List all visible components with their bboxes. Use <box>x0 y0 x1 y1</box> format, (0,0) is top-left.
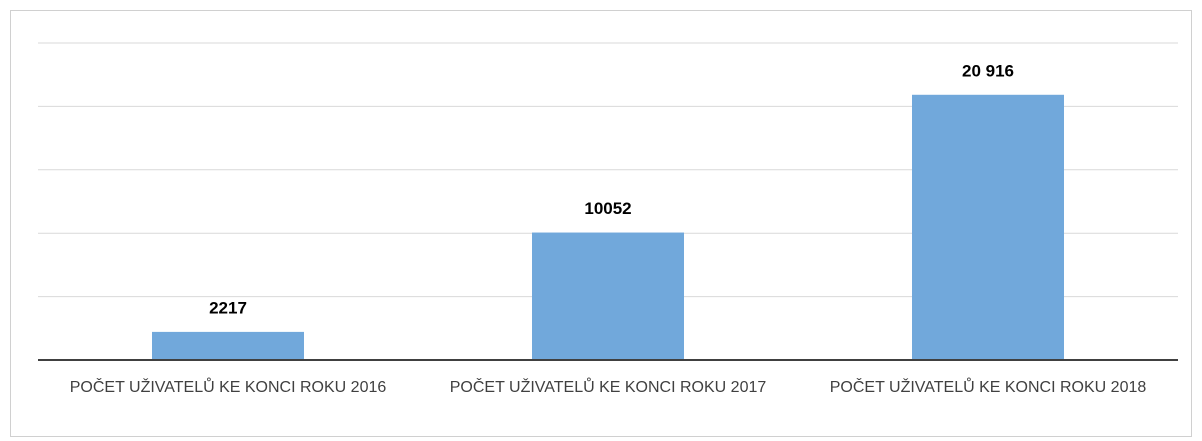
bar <box>152 331 304 360</box>
bar <box>912 94 1064 360</box>
bar <box>532 232 684 360</box>
x-tick-label: POČET UŽIVATELŮ KE KONCI ROKU 2017 <box>449 379 767 396</box>
x-tick-label: POČET UŽIVATELŮ KE KONCI ROKU 2018 <box>829 379 1147 396</box>
data-label: 2217 <box>209 298 247 317</box>
data-label: 10052 <box>584 199 631 218</box>
x-tick-label: POČET UŽIVATELŮ KE KONCI ROKU 2016 <box>69 379 387 396</box>
data-label: 20 916 <box>962 61 1014 80</box>
